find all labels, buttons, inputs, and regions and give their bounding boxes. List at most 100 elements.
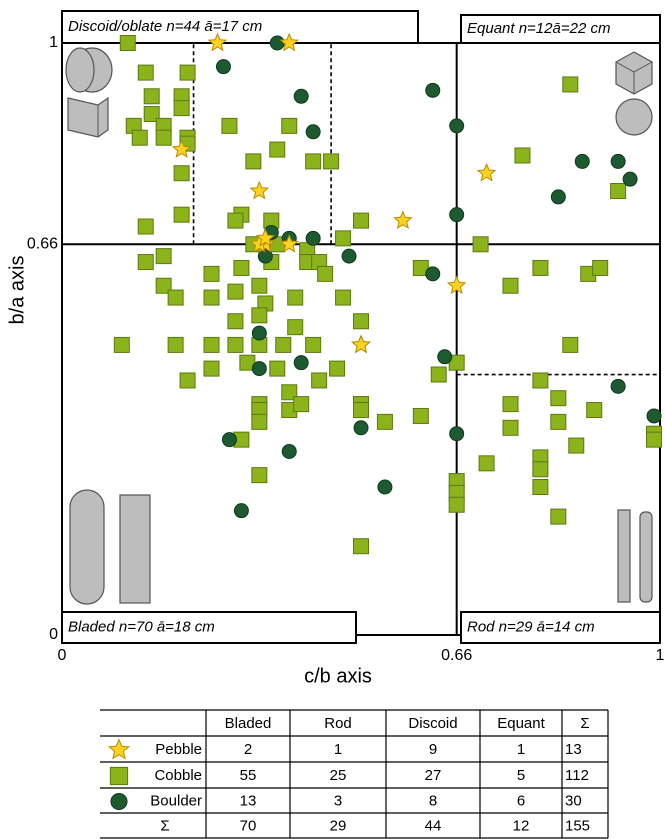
cobble-marker bbox=[288, 320, 303, 335]
legend-label: Pebble bbox=[155, 741, 202, 758]
boulder-marker bbox=[270, 36, 284, 50]
y-tick-label: 0.66 bbox=[27, 235, 58, 252]
chart: c/b axis b/a axis 00.66100.661Discoid/ob… bbox=[0, 0, 665, 839]
table-cell: 13 bbox=[565, 741, 582, 758]
table-cell: 12 bbox=[513, 817, 530, 834]
cobble-marker bbox=[533, 462, 548, 477]
legend-marker bbox=[109, 740, 129, 759]
boulder-marker bbox=[575, 154, 589, 168]
cobble-marker bbox=[270, 142, 285, 157]
pebble-marker bbox=[352, 336, 369, 352]
pebble-marker bbox=[394, 212, 411, 228]
boulder-marker bbox=[378, 480, 392, 494]
cobble-marker bbox=[114, 337, 129, 352]
boulder-marker bbox=[282, 444, 296, 458]
cobble-marker bbox=[336, 231, 351, 246]
cobble-marker bbox=[168, 337, 183, 352]
boulder-marker bbox=[252, 362, 266, 376]
boulder-marker bbox=[306, 125, 320, 139]
boulder-marker bbox=[623, 172, 637, 186]
table-cell: 70 bbox=[240, 817, 257, 834]
y-axis-title: b/a axis bbox=[6, 256, 28, 325]
cobble-marker bbox=[294, 397, 309, 412]
table-cell: 30 bbox=[565, 792, 582, 809]
boulder-marker bbox=[216, 60, 230, 74]
boulder-marker bbox=[611, 154, 625, 168]
table-cell: 112 bbox=[565, 767, 589, 784]
cobble-marker bbox=[204, 337, 219, 352]
boulder-marker bbox=[342, 249, 356, 263]
table-header: Σ bbox=[580, 715, 589, 732]
cobble-marker bbox=[252, 468, 267, 483]
boulder-marker bbox=[354, 421, 368, 435]
cobble-marker bbox=[354, 539, 369, 554]
cobble-marker bbox=[144, 89, 159, 104]
table-cell: 29 bbox=[330, 817, 347, 834]
cobble-marker bbox=[593, 260, 608, 275]
legend-marker bbox=[111, 793, 127, 809]
boulder-marker bbox=[294, 89, 308, 103]
cobble-marker bbox=[473, 237, 488, 252]
boulder-marker bbox=[450, 427, 464, 441]
boulder-marker bbox=[647, 409, 661, 423]
region-label: Equant n=12ā=22 cm bbox=[467, 20, 610, 37]
boulder-marker bbox=[450, 119, 464, 133]
table-cell: 27 bbox=[425, 767, 442, 784]
cobble-marker bbox=[354, 213, 369, 228]
boulder-marker bbox=[426, 83, 440, 97]
cobble-marker bbox=[156, 249, 171, 264]
cobble-marker bbox=[174, 101, 189, 116]
cobble-marker bbox=[132, 130, 147, 145]
cobble-marker bbox=[228, 337, 243, 352]
cobble-marker bbox=[533, 260, 548, 275]
table-cell: 55 bbox=[240, 767, 257, 784]
cobble-marker bbox=[336, 290, 351, 305]
cobble-marker bbox=[174, 207, 189, 222]
cobble-marker bbox=[252, 414, 267, 429]
pebble-marker bbox=[251, 182, 268, 198]
cobble-marker bbox=[330, 361, 345, 376]
x-tick-label: 1 bbox=[656, 647, 665, 664]
table-cell: 2 bbox=[244, 741, 252, 758]
table-header: Bladed bbox=[225, 715, 272, 732]
table-header: Rod bbox=[324, 715, 352, 732]
table-cell: 9 bbox=[429, 741, 437, 758]
cobble-marker bbox=[180, 65, 195, 80]
table-cell: 1 bbox=[334, 741, 342, 758]
boulder-marker bbox=[426, 267, 440, 281]
cobble-marker bbox=[413, 408, 428, 423]
cobble-marker bbox=[533, 480, 548, 495]
legend-label: Boulder bbox=[150, 792, 202, 809]
table-cell: 3 bbox=[334, 792, 342, 809]
cobble-marker bbox=[156, 130, 171, 145]
cobble-marker bbox=[354, 403, 369, 418]
cobble-marker bbox=[312, 373, 327, 388]
y-tick-label: 0 bbox=[49, 626, 58, 643]
table-cell: 8 bbox=[429, 792, 437, 809]
boulder-marker bbox=[306, 231, 320, 245]
boulder-marker bbox=[450, 208, 464, 222]
cobble-marker bbox=[563, 337, 578, 352]
x-tick-label: 0.66 bbox=[441, 647, 472, 664]
cobble-marker bbox=[138, 255, 153, 270]
cobble-marker bbox=[234, 260, 249, 275]
table-cell: 6 bbox=[517, 792, 525, 809]
x-axis-title: c/b axis bbox=[304, 665, 372, 687]
table-cell: 1 bbox=[517, 741, 525, 758]
cobble-marker bbox=[282, 118, 297, 133]
region-label: Rod n=29 ā=14 cm bbox=[467, 618, 595, 635]
cobble-marker bbox=[377, 414, 392, 429]
legend-marker bbox=[110, 767, 127, 784]
table-cell: 13 bbox=[240, 792, 257, 809]
cobble-marker bbox=[252, 278, 267, 293]
cobble-marker bbox=[479, 456, 494, 471]
cobble-marker bbox=[306, 154, 321, 169]
boulder-marker bbox=[611, 379, 625, 393]
cobble-marker bbox=[228, 213, 243, 228]
cobble-marker bbox=[324, 154, 339, 169]
table-header: Discoid bbox=[408, 715, 457, 732]
table-cell: 155 bbox=[565, 817, 590, 834]
table-cell: 5 bbox=[517, 767, 525, 784]
cobble-marker bbox=[533, 373, 548, 388]
cobble-marker bbox=[228, 284, 243, 299]
